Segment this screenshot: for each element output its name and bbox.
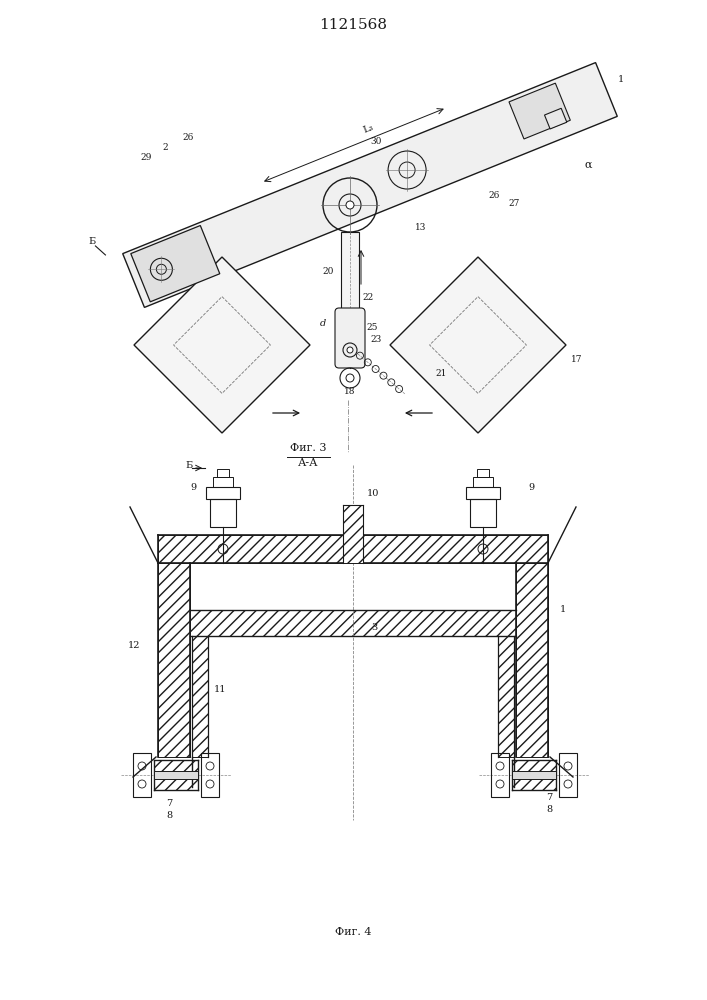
Circle shape [346,374,354,382]
Bar [206,487,240,499]
Bar [559,753,577,797]
Text: 26: 26 [488,192,499,200]
Text: 18: 18 [344,387,356,396]
Text: 9: 9 [190,483,196,491]
Text: 13: 13 [415,223,426,232]
Text: Б: Б [185,460,192,470]
Bar [466,487,500,499]
Bar [512,771,556,779]
Text: 7: 7 [166,798,173,808]
Text: 1: 1 [560,605,566,614]
Polygon shape [123,63,617,307]
Text: 8: 8 [546,804,552,814]
Text: 22: 22 [362,292,373,302]
Text: 10: 10 [367,488,380,497]
Bar [158,535,548,563]
Text: 25: 25 [366,324,378,332]
Text: 27: 27 [508,200,520,209]
Bar [133,753,151,797]
Text: 21: 21 [435,369,446,378]
Text: 17: 17 [571,356,583,364]
Polygon shape [509,83,571,139]
Bar [516,563,548,757]
FancyBboxPatch shape [335,308,365,368]
Text: 23: 23 [370,336,381,344]
Text: L₃: L₃ [362,122,375,135]
Bar [192,636,208,757]
Bar [473,477,493,487]
Bar [217,469,229,477]
Text: 7: 7 [546,792,552,802]
Bar [158,563,190,757]
Polygon shape [544,108,567,129]
Text: 30: 30 [370,137,381,146]
Bar [201,753,219,797]
Text: 20: 20 [322,267,334,276]
Bar [190,610,516,636]
Text: А-А: А-А [298,458,318,468]
Bar [154,760,198,790]
Polygon shape [131,226,220,302]
Bar [154,771,198,779]
Bar [477,469,489,477]
Bar [498,636,514,757]
Text: Б: Б [88,237,95,246]
Text: 9: 9 [528,483,534,491]
Text: 1: 1 [617,75,624,84]
Text: α: α [585,160,592,170]
Text: 2: 2 [162,143,168,152]
Bar [343,505,363,563]
Circle shape [346,201,354,209]
Bar [213,477,233,487]
Text: 29: 29 [140,152,151,161]
Text: 3: 3 [371,622,378,632]
Text: Фиг. 3: Фиг. 3 [290,443,326,453]
Text: 1121568: 1121568 [319,18,387,32]
Bar [341,232,359,347]
Bar [470,499,496,527]
Bar [491,753,509,797]
Bar [210,499,236,527]
Bar [512,760,556,790]
Text: 11: 11 [214,686,226,694]
Text: 12: 12 [128,641,141,650]
Text: d: d [320,320,326,328]
Polygon shape [390,257,566,433]
Polygon shape [134,257,310,433]
Text: Фиг. 4: Фиг. 4 [334,927,371,937]
Text: 26: 26 [182,133,194,142]
Text: 8: 8 [166,810,172,820]
Circle shape [347,347,353,353]
